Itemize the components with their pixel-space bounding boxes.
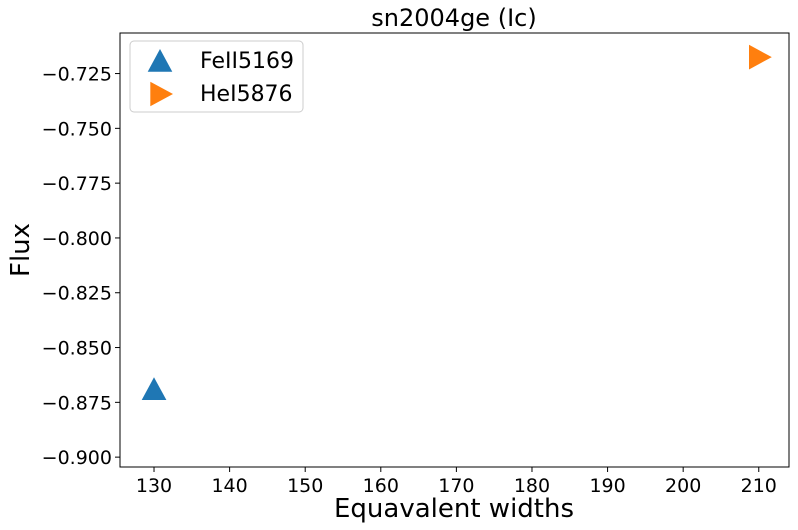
y-tick-label: −0.725 (42, 64, 112, 86)
axis-ticks: 130 140 150 160 170 180 190 200 210 −0.725 −0.750 −… (42, 64, 777, 497)
plot-frame (119, 32, 790, 468)
legend-marker-hei5876 (150, 81, 173, 107)
legend-markers (147, 49, 173, 107)
y-tick-label: −0.900 (42, 447, 112, 469)
x-tick-label: 140 (211, 475, 247, 497)
y-tick-label: −0.750 (42, 118, 112, 140)
x-tick-label: 190 (589, 475, 625, 497)
data-point-hei5876 (749, 44, 772, 70)
legend-label-hei5876: HeI5876 (200, 82, 293, 107)
y-tick-label: −0.775 (42, 173, 112, 195)
legend-label-feii5169: FeII5169 (200, 49, 294, 74)
x-tick-label: 210 (741, 475, 777, 497)
y-tick-label: −0.850 (42, 338, 112, 360)
chart-title: sn2004ge (Ic) (371, 4, 536, 32)
x-tick-label: 180 (514, 475, 550, 497)
legend-marker-feii5169 (147, 49, 173, 72)
x-tick-label: 170 (438, 475, 474, 497)
y-tick-label: −0.875 (42, 392, 112, 414)
x-tick-label: 150 (287, 475, 323, 497)
x-axis-label: Equavalent widths (334, 494, 574, 524)
y-tick-label: −0.800 (42, 228, 112, 250)
x-tick-label: 160 (363, 475, 399, 497)
y-tick-label: −0.825 (42, 283, 112, 305)
x-tick-label: 200 (665, 475, 701, 497)
y-axis-label: Flux (6, 223, 36, 277)
data-point-feii5169 (141, 377, 167, 400)
data-points (141, 44, 772, 400)
legend: FeII5169 HeI5876 (129, 40, 304, 113)
x-tick-label: 130 (136, 475, 172, 497)
legend-box (129, 40, 304, 113)
